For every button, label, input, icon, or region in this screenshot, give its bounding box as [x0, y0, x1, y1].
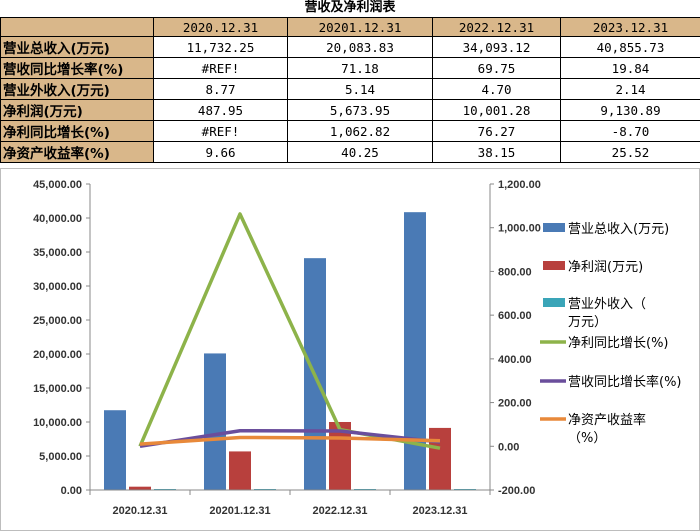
bar-1-3: [429, 427, 451, 490]
legend-swatch-bar: [543, 261, 565, 270]
table-cell: 11,732.25: [153, 36, 288, 58]
x-tick-label: 20201.12.31: [209, 505, 270, 517]
header-cell-2023: 2023.12.31: [560, 17, 700, 37]
table-cell: 10,001.28: [432, 99, 561, 121]
financial-table: 2020.12.31 20201.12.31 2022.12.31 2023.1…: [0, 17, 700, 163]
table-cell: 25.52: [560, 141, 700, 163]
left-tick-label: 35,000.00: [33, 247, 82, 259]
left-tick-label: 15,000.00: [33, 383, 82, 395]
row-label: 净资产收益率(%): [0, 141, 154, 163]
right-tick-label: -200.00: [498, 485, 535, 497]
table-row: 营收同比增长率(%) #REF! 71.18 69.75 19.84: [0, 57, 700, 79]
chart-axes: 0.00 5,000.00 10,000.00 15,000.00 20,000.00 2…: [33, 179, 541, 517]
table-cell: 76.27: [432, 120, 561, 142]
bar-0-0: [104, 410, 126, 490]
table-cell: 2.14: [560, 78, 700, 100]
table-cell: 40.25: [287, 141, 433, 163]
bar-1-1: [229, 451, 251, 490]
left-tick-label: 0.00: [61, 485, 82, 497]
chart-legend: 营业总收入(万元) 净利润(万元) 营业外收入（万元） 净利同比增长(%) 营收同比增长…: [540, 222, 682, 446]
table-row: 营业总收入(万元) 11,732.25 20,083.83 34,093.12 …: [0, 36, 700, 58]
left-tick-label: 40,000.00: [33, 213, 82, 225]
legend-swatch-bar: [543, 298, 565, 307]
table-cell: 40,855.73: [560, 36, 700, 58]
right-tick-label: 600.00: [498, 310, 532, 322]
table-row: 净资产收益率(%) 9.66 40.25 38.15 25.52: [0, 141, 700, 163]
header-cell-2022: 2022.12.31: [432, 17, 561, 37]
legend-label: 营收同比增长率(%): [568, 374, 682, 390]
legend-label: 净资产收益率（%）: [568, 412, 646, 446]
table-cell: 1,062.82: [287, 120, 433, 142]
right-tick-label: 1,200.00: [498, 179, 541, 191]
left-tick-label: 5,000.00: [39, 451, 82, 463]
table-cell: 8.77: [153, 78, 288, 100]
line-series: [138, 212, 441, 450]
header-cell-2020: 2020.12.31: [153, 17, 288, 37]
row-label: 净利润(万元): [0, 99, 154, 121]
table-row: 净利润(万元) 487.95 5,673.95 10,001.28 9,130.…: [0, 99, 700, 121]
row-label: 营业外收入(万元): [0, 78, 154, 100]
table-row: 净利同比增长(%) #REF! 1,062.82 76.27 -8.70: [0, 120, 700, 142]
legend-label: 净利润(万元): [568, 260, 643, 275]
table-cell: 5,673.95: [287, 99, 433, 121]
table-cell: #REF!: [153, 57, 288, 79]
table-cell: 9.66: [153, 141, 288, 163]
row-label: 营收同比增长率(%): [0, 57, 154, 79]
line-series-1: [139, 428, 441, 449]
right-tick-label: 1,000.00: [498, 223, 541, 235]
table-cell: 487.95: [153, 99, 288, 121]
table-cell: 34,093.12: [432, 36, 561, 58]
table-row: 营业外收入(万元) 8.77 5.14 4.70 2.14: [0, 78, 700, 100]
x-tick-label: 2022.12.31: [312, 505, 367, 517]
x-tick-label: 2020.12.31: [112, 505, 167, 517]
left-tick-label: 20,000.00: [33, 349, 82, 361]
legend-swatch-bar: [543, 223, 565, 232]
left-tick-label: 25,000.00: [33, 315, 82, 327]
legend-label: 营业外收入（万元）: [568, 297, 646, 330]
table-cell: 38.15: [432, 141, 561, 163]
right-tick-label: 800.00: [498, 266, 532, 278]
right-tick-label: 200.00: [498, 398, 532, 410]
left-tick-label: 30,000.00: [33, 281, 82, 293]
table-cell: #REF!: [153, 120, 288, 142]
header-cell-empty: [0, 17, 154, 37]
table-cell: -8.70: [560, 120, 700, 142]
bar-1-0: [129, 486, 151, 490]
table-cell: 9,130.89: [560, 99, 700, 121]
table-cell: 5.14: [287, 78, 433, 100]
table-cell: 20,083.83: [287, 36, 433, 58]
bar-0-1: [204, 353, 226, 490]
bar-0-3: [404, 212, 426, 490]
right-tick-label: 0.00: [498, 441, 519, 453]
header-cell-2021: 20201.12.31: [287, 17, 433, 37]
table-cell: 4.70: [432, 78, 561, 100]
row-label: 净利同比增长(%): [0, 120, 154, 142]
table-cell: 19.84: [560, 57, 700, 79]
combo-chart: 0.00 5,000.00 10,000.00 15,000.00 20,000.00 2…: [0, 168, 700, 531]
right-tick-label: 400.00: [498, 354, 532, 366]
table-header-row: 2020.12.31 20201.12.31 2022.12.31 2023.1…: [0, 17, 700, 37]
legend-label: 净利同比增长(%): [568, 336, 669, 351]
table-title: 营收及净利润表: [304, 0, 396, 15]
x-tick-label: 2023.12.31: [412, 505, 467, 517]
row-label: 营业总收入(万元): [0, 36, 154, 58]
left-tick-label: 45,000.00: [33, 179, 82, 191]
left-tick-label: 10,000.00: [33, 417, 82, 429]
legend-label: 营业总收入(万元): [568, 222, 669, 237]
table-cell: 71.18: [287, 57, 433, 79]
table-cell: 69.75: [432, 57, 561, 79]
line-series-2: [139, 435, 441, 446]
